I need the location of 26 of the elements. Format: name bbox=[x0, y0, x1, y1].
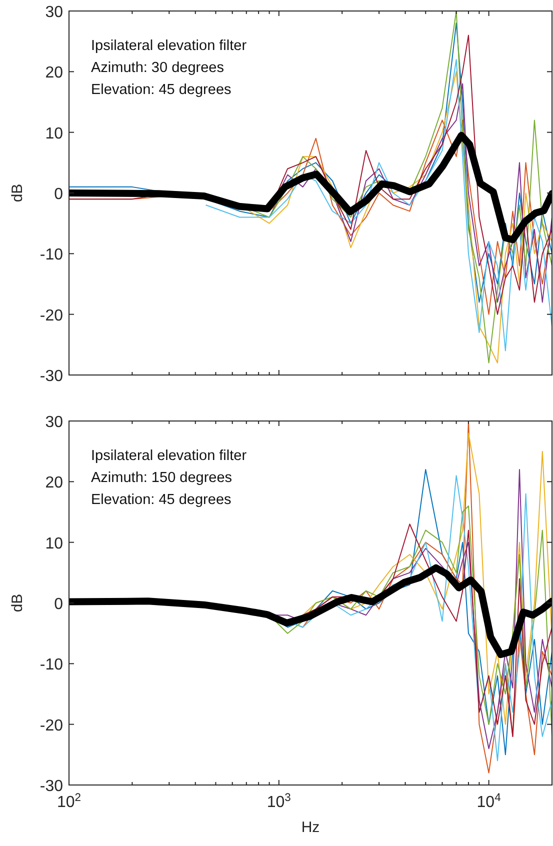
x-axis-title: Hz bbox=[301, 819, 320, 836]
annotation: Elevation: 45 degrees bbox=[91, 492, 232, 508]
annotation: Azimuth: 150 degrees bbox=[91, 470, 232, 486]
annotation: Ipsilateral elevation filter bbox=[91, 38, 247, 54]
x-tick-label: 10$^{3}$ bbox=[266, 792, 291, 811]
y-tick-label: 10 bbox=[45, 535, 64, 552]
y-tick-label: 20 bbox=[45, 474, 64, 492]
y-tick-label: 30 bbox=[45, 414, 64, 431]
y-tick-label: 20 bbox=[45, 64, 64, 82]
y-tick-label: -20 bbox=[40, 717, 64, 734]
annotation: Azimuth: 30 degrees bbox=[91, 60, 224, 76]
y-tick-label: -20 bbox=[40, 307, 64, 324]
y-tick-label: -30 bbox=[40, 778, 64, 795]
y-tick-label: -10 bbox=[40, 246, 64, 264]
y-axis-title: dB bbox=[9, 594, 26, 612]
y-tick-label: 0 bbox=[54, 186, 64, 203]
x-tick-label: 10$^{2}$ bbox=[56, 792, 82, 811]
y-tick-label: -30 bbox=[40, 368, 64, 385]
annotation: Elevation: 45 degrees bbox=[91, 82, 232, 98]
y-tick-label: 0 bbox=[54, 596, 64, 613]
y-tick-label: 30 bbox=[45, 4, 64, 21]
y-axis-title: dB bbox=[9, 184, 26, 202]
annotation: Ipsilateral elevation filter bbox=[91, 448, 247, 464]
y-tick-label: 10 bbox=[45, 125, 64, 142]
x-tick-label: 10$^{4}$ bbox=[476, 792, 501, 811]
y-tick-label: -10 bbox=[40, 656, 64, 674]
